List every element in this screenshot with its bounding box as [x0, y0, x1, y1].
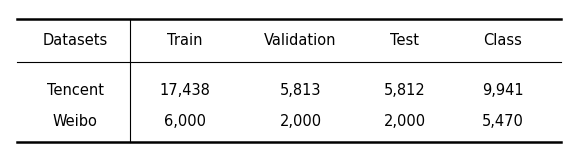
Text: 2,000: 2,000: [280, 114, 321, 129]
Text: 5,813: 5,813: [280, 83, 321, 98]
Text: 2,000: 2,000: [384, 114, 425, 129]
Text: Datasets: Datasets: [43, 33, 108, 48]
Text: Train: Train: [167, 33, 203, 48]
Text: Weibo: Weibo: [53, 114, 98, 129]
Text: Tencent: Tencent: [47, 83, 103, 98]
Text: Class: Class: [483, 33, 523, 48]
Text: 9,941: 9,941: [482, 83, 524, 98]
Text: Validation: Validation: [264, 33, 337, 48]
Text: 17,438: 17,438: [160, 83, 210, 98]
Text: 6,000: 6,000: [164, 114, 206, 129]
Text: 5,812: 5,812: [384, 83, 425, 98]
Text: Test: Test: [390, 33, 419, 48]
Text: 5,470: 5,470: [482, 114, 524, 129]
